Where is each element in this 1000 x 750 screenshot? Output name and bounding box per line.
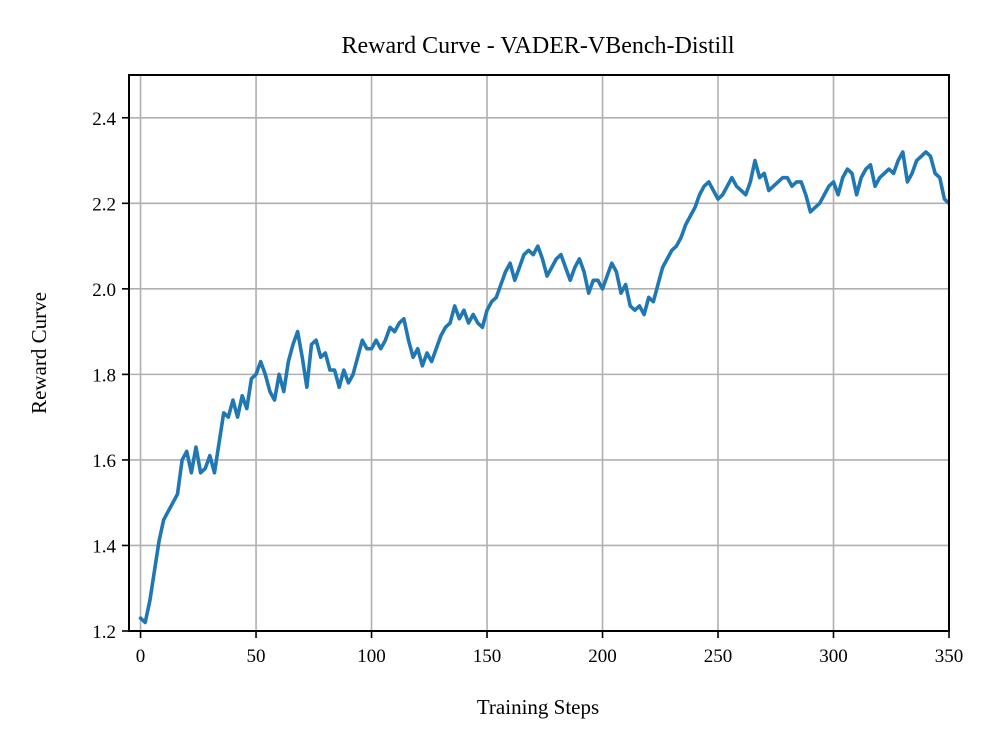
y-axis-label: Reward Curve [27,292,51,414]
x-tick-label: 250 [704,646,733,667]
x-tick-label: 350 [935,646,964,667]
series-layer [138,150,949,625]
x-axis-ticks: 0 50 100 150 200 250 300 350 [136,631,963,667]
y-tick-label: 2.2 [92,194,116,215]
x-tick-label: 300 [819,646,848,667]
chart-title: Reward Curve - VADER-VBench-Distill [341,33,734,59]
y-tick-label: 2.0 [92,280,116,301]
plot-frame [128,74,950,632]
series-line [138,150,949,625]
grid-lines [129,75,950,632]
y-axis-ticks: 1.2 1.4 1.6 1.8 2.0 2.2 2.4 [92,109,129,643]
x-tick-label: 100 [357,646,386,667]
x-tick-label: 50 [247,646,266,667]
y-tick-label: 1.2 [92,622,116,643]
x-tick-label: 0 [136,646,146,667]
y-tick-label: 2.4 [92,109,116,130]
x-axis-label: Training Steps [477,695,599,719]
y-tick-label: 1.4 [92,536,116,557]
x-tick-label: 150 [473,646,502,667]
y-tick-label: 1.6 [92,451,116,472]
x-tick-label: 200 [588,646,617,667]
y-tick-label: 1.8 [92,365,116,386]
